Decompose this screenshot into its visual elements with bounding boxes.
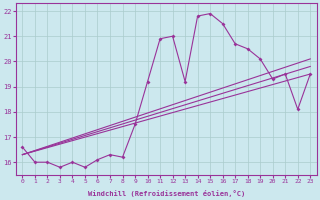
X-axis label: Windchill (Refroidissement éolien,°C): Windchill (Refroidissement éolien,°C) [88, 190, 245, 197]
